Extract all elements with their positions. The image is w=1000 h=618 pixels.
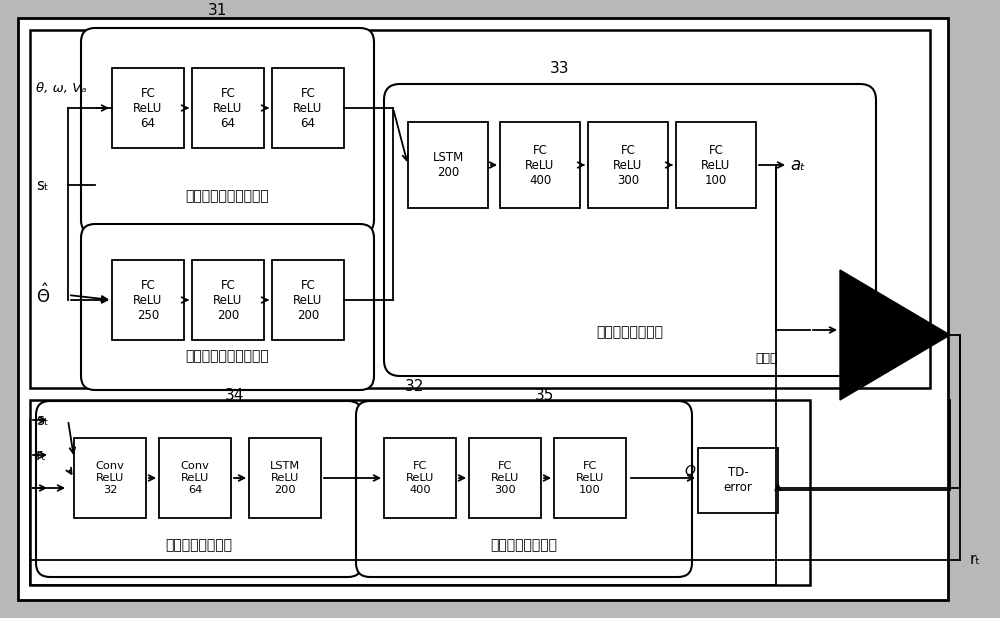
Bar (408, 122, 488, 208)
Text: 飞行器: 飞行器 (755, 352, 778, 365)
Text: FC
ReLU
64: FC ReLU 64 (133, 87, 163, 130)
Text: FC
ReLU
100: FC ReLU 100 (576, 462, 604, 494)
Text: θ, ω, Vₐ: θ, ω, Vₐ (36, 82, 87, 95)
Text: 33: 33 (550, 61, 570, 75)
Text: sₜ: sₜ (36, 177, 48, 192)
Bar (159, 438, 231, 518)
Text: 32: 32 (405, 378, 425, 394)
Text: rₜ: rₜ (970, 552, 981, 567)
Text: 第一状态特征提取模块: 第一状态特征提取模块 (185, 189, 269, 203)
Text: 第二全连接层模块: 第二全连接层模块 (490, 538, 558, 552)
Polygon shape (840, 270, 950, 400)
Text: Q: Q (685, 463, 695, 477)
Bar (554, 438, 626, 518)
Text: FC
ReLU
300: FC ReLU 300 (491, 462, 519, 494)
Text: FC
ReLU
300: FC ReLU 300 (613, 143, 643, 187)
Bar (192, 68, 264, 148)
Text: FC
ReLU
200: FC ReLU 200 (293, 279, 323, 321)
Bar (30, 30, 930, 388)
Text: LSTM
200: LSTM 200 (432, 151, 464, 179)
Bar (698, 448, 778, 513)
FancyBboxPatch shape (356, 401, 692, 577)
Text: Conv
ReLU
32: Conv ReLU 32 (96, 462, 124, 494)
Text: FC
ReLU
200: FC ReLU 200 (213, 279, 243, 321)
Bar (272, 68, 344, 148)
Text: LSTM
ReLU
200: LSTM ReLU 200 (270, 462, 300, 494)
Text: aₜ: aₜ (790, 156, 805, 174)
Text: Conv
ReLU
64: Conv ReLU 64 (181, 462, 209, 494)
Text: FC
ReLU
64: FC ReLU 64 (213, 87, 243, 130)
Text: 31: 31 (208, 2, 227, 17)
FancyBboxPatch shape (384, 84, 876, 376)
Bar (192, 260, 264, 340)
Text: $\hat{\Theta}$: $\hat{\Theta}$ (36, 283, 50, 307)
Bar (249, 438, 321, 518)
Bar (30, 400, 810, 585)
Bar (676, 122, 756, 208)
Bar (588, 122, 668, 208)
Bar (112, 260, 184, 340)
FancyBboxPatch shape (36, 401, 362, 577)
Text: FC
ReLU
100: FC ReLU 100 (701, 143, 731, 187)
Text: FC
ReLU
64: FC ReLU 64 (293, 87, 323, 130)
Bar (272, 260, 344, 340)
Bar (469, 438, 541, 518)
FancyBboxPatch shape (81, 28, 374, 234)
Text: 35: 35 (535, 387, 555, 402)
FancyBboxPatch shape (81, 224, 374, 390)
Text: 第一全连接层模块: 第一全连接层模块 (596, 325, 664, 339)
Text: FC
ReLU
400: FC ReLU 400 (525, 143, 555, 187)
Text: sₜ: sₜ (36, 412, 48, 428)
Text: FC
ReLU
400: FC ReLU 400 (406, 462, 434, 494)
Bar (112, 68, 184, 148)
Bar (384, 438, 456, 518)
Bar (74, 438, 146, 518)
Text: 第二特征提取模块: 第二特征提取模块 (166, 538, 232, 552)
Text: FC
ReLU
250: FC ReLU 250 (133, 279, 163, 321)
Text: rₜ: rₜ (36, 447, 47, 462)
Bar (500, 122, 580, 208)
Text: TD-
error: TD- error (724, 466, 752, 494)
Text: 34: 34 (225, 387, 245, 402)
Text: 目标误差特征提取模块: 目标误差特征提取模块 (185, 349, 269, 363)
